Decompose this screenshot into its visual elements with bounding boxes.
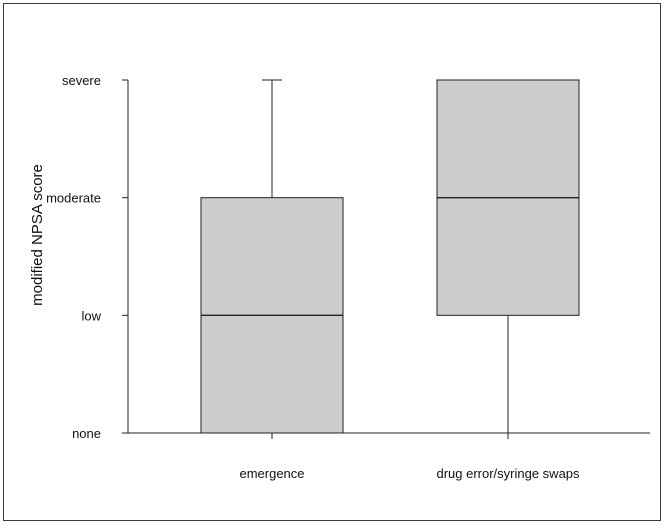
- y-tick-label: moderate: [46, 191, 101, 206]
- y-tick-label: low: [81, 308, 101, 323]
- boxes: [200, 79, 580, 434]
- y-tick-label: none: [72, 426, 101, 441]
- box-group: [200, 79, 344, 434]
- x-category-label: drug error/syringe swaps: [436, 466, 580, 481]
- box-group: [436, 79, 580, 433]
- y-tick-label: severe: [62, 73, 101, 88]
- y-ticks: none low moderate severe: [46, 73, 128, 441]
- x-ticks: emergence drug error/syringe swaps: [239, 433, 580, 481]
- y-axis-title: modified NPSA score: [29, 164, 46, 306]
- x-category-label: emergence: [239, 466, 304, 481]
